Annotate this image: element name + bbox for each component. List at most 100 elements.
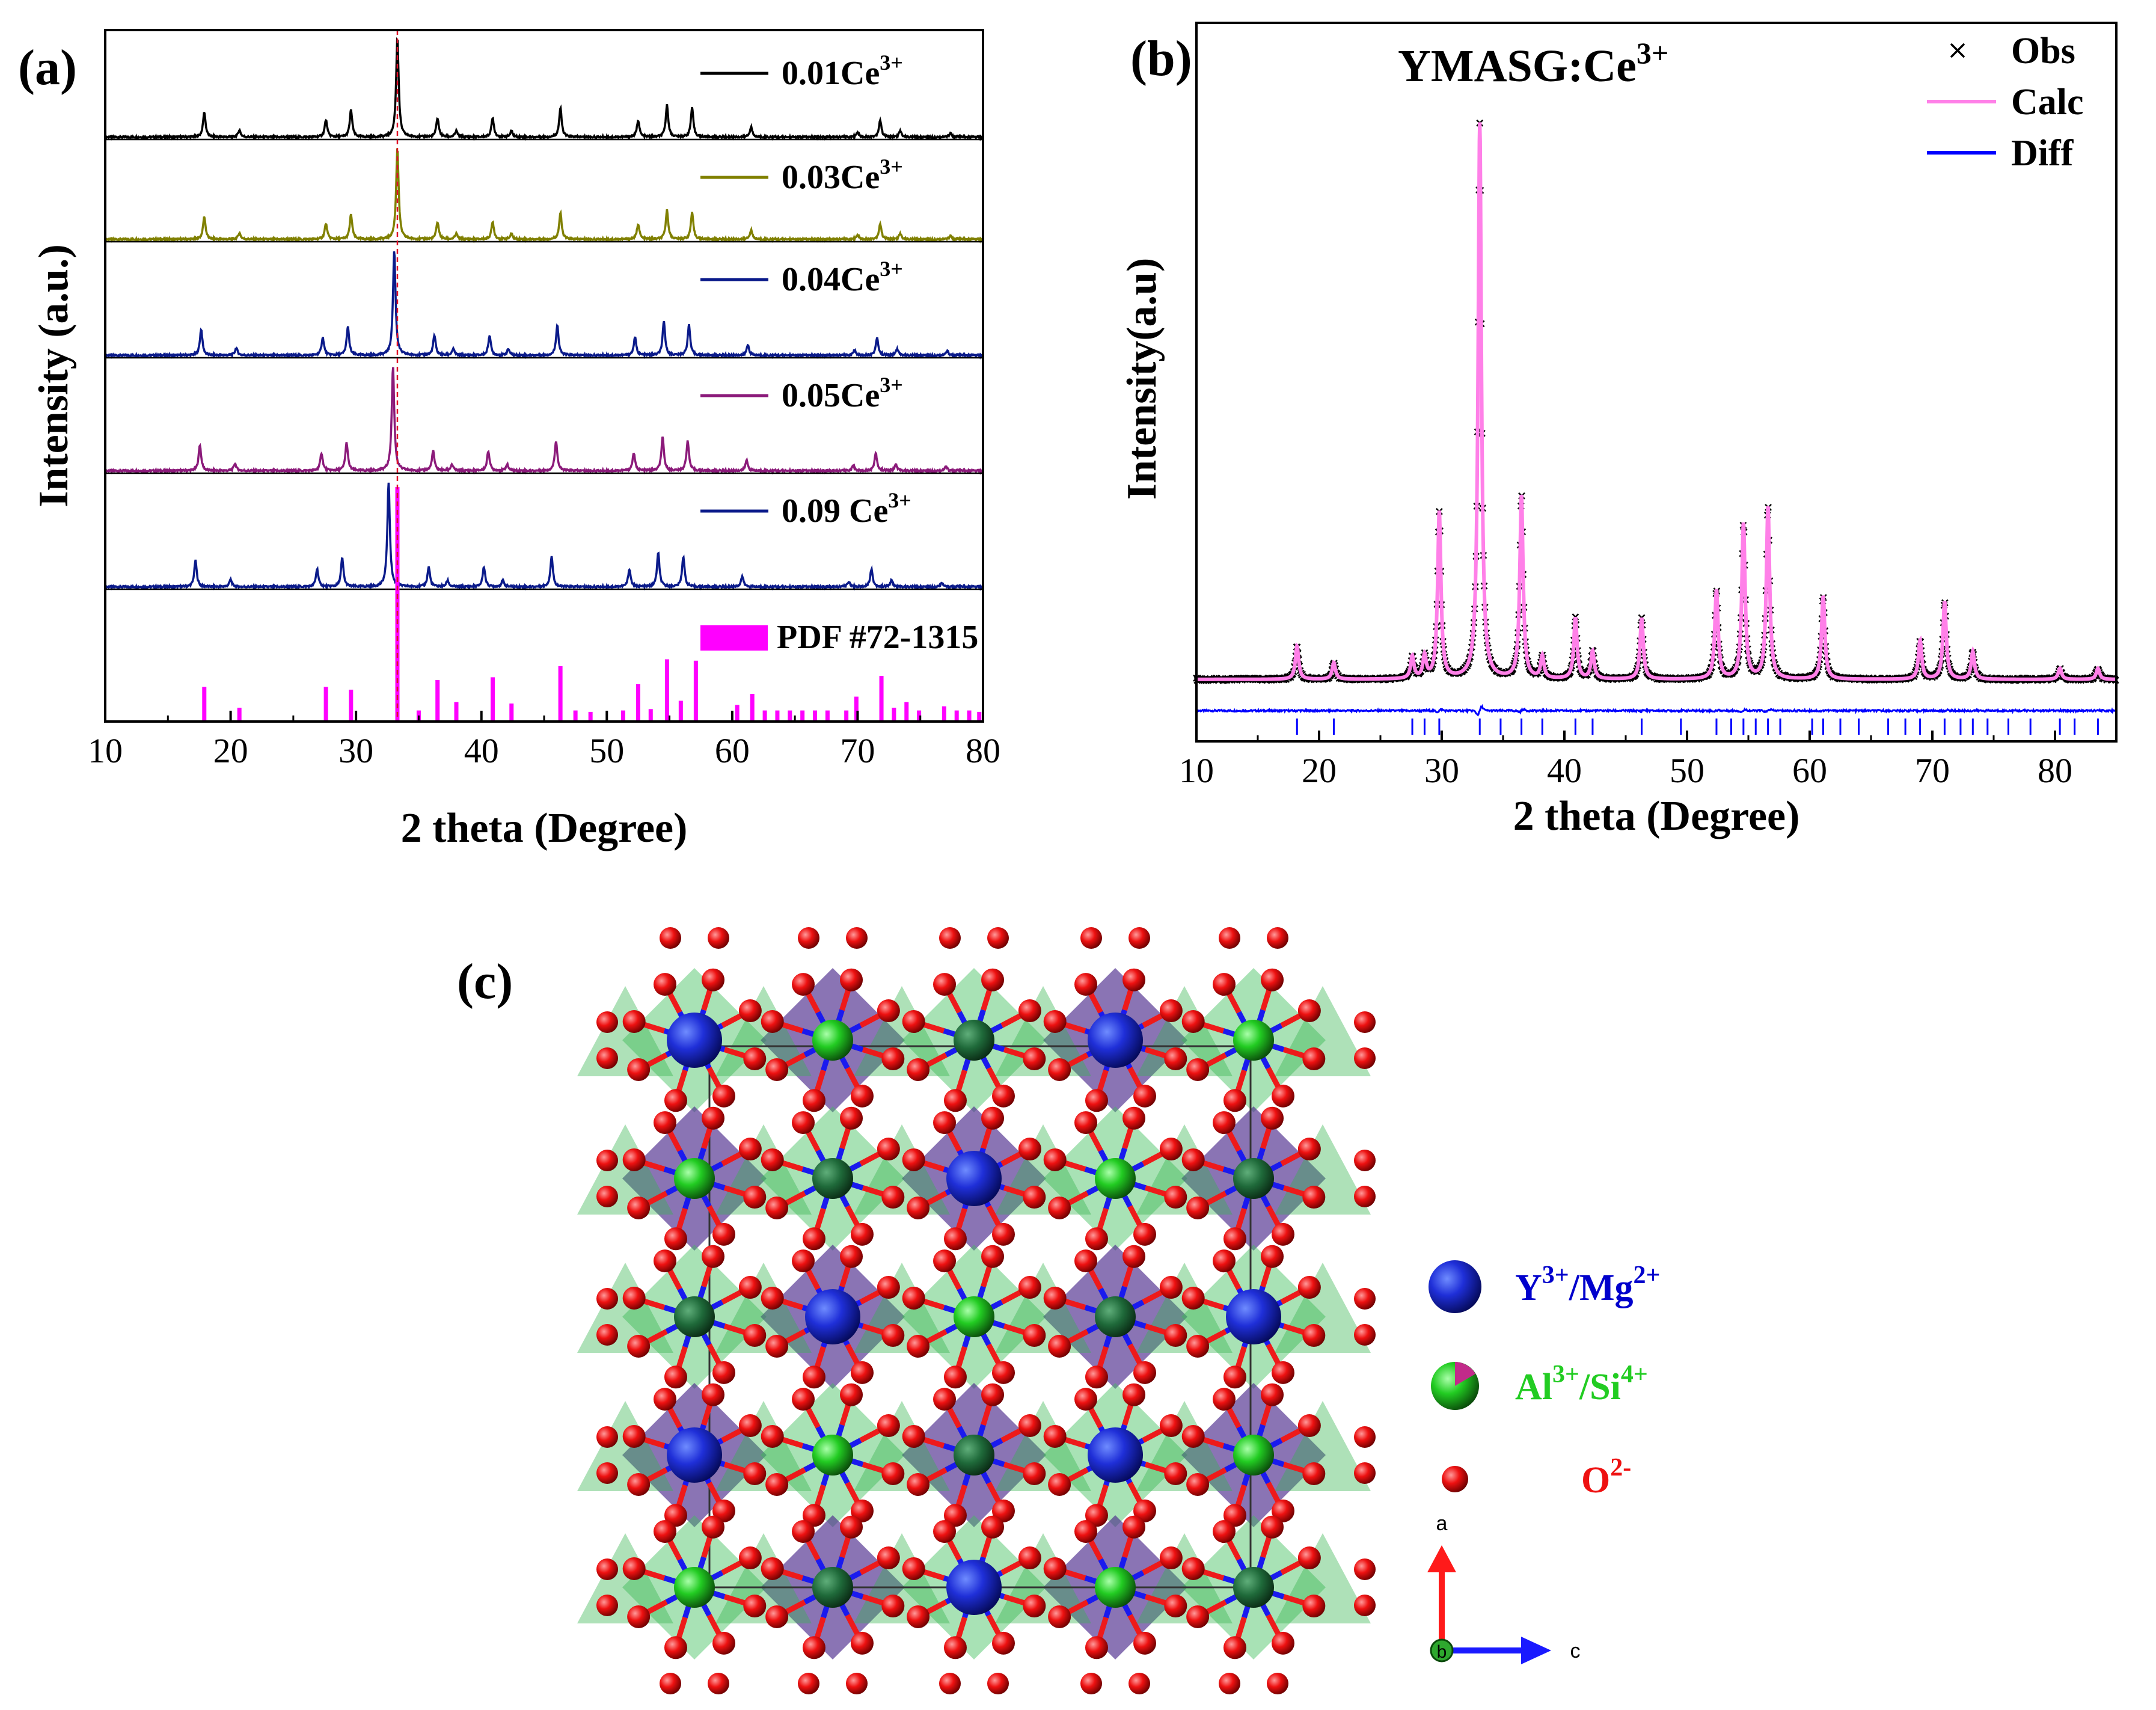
oxygen-atom-223 xyxy=(846,927,868,949)
oxygen-atom-141 xyxy=(933,1388,957,1411)
reference-stick-7 xyxy=(454,702,459,722)
oxygen-atom-47 xyxy=(738,1138,762,1161)
oxygen-atom-113 xyxy=(1271,1361,1294,1384)
oxygen-atom-206 xyxy=(596,1426,618,1448)
oxygen-atom-182 xyxy=(981,1515,1005,1539)
oxygen-atom-78 xyxy=(1261,1106,1284,1130)
reference-stick-10 xyxy=(558,666,563,722)
oxygen-atom-101 xyxy=(933,1249,957,1273)
oxygen-atom-93 xyxy=(792,1249,815,1273)
panel-a-label: (a) xyxy=(18,40,77,96)
panel-c: (c) Y3+/Mg2+ Al3+/Si4+ O2- a b c xyxy=(457,927,1660,1694)
oxygen-atom-194 xyxy=(1223,1636,1246,1659)
legend-label-2: O2- xyxy=(1581,1454,1631,1501)
oxygen-atom-179 xyxy=(907,1605,930,1628)
oxygen-atom-59 xyxy=(907,1196,930,1219)
oxygen-atom-132 xyxy=(761,1424,784,1448)
x-tick-label-2: 30 xyxy=(1424,751,1459,790)
oxygen-atom-9 xyxy=(850,1084,874,1108)
reference-stick-28 xyxy=(854,696,859,722)
reference-stick-2 xyxy=(323,687,328,722)
oxygen-atom-50 xyxy=(802,1227,825,1251)
oxygen-atom-191 xyxy=(1159,1546,1183,1570)
oxygen-atom-46 xyxy=(702,1106,725,1130)
reference-stick-35 xyxy=(967,710,972,722)
oxygen-atom-103 xyxy=(1018,1276,1041,1299)
reference-stick-16 xyxy=(664,659,669,722)
oxygen-atom-32 xyxy=(1302,1047,1326,1071)
oxygen-atom-125 xyxy=(654,1388,677,1411)
oxygen-atom-124 xyxy=(622,1424,646,1448)
oxygen-atom-117 xyxy=(1213,1249,1236,1273)
oxygen-atom-158 xyxy=(1261,1383,1284,1406)
oxygen-atom-97 xyxy=(991,1361,1015,1384)
reference-stick-30 xyxy=(892,708,896,722)
cation-atom-22 xyxy=(946,1560,1002,1615)
reference-stick-32 xyxy=(917,710,922,722)
oxygen-atom-33 xyxy=(1271,1084,1294,1108)
oxygen-atom-211 xyxy=(1354,1047,1376,1069)
oxygen-atom-41 xyxy=(712,1222,735,1246)
oxygen-atom-42 xyxy=(664,1227,687,1251)
oxygen-atom-239 xyxy=(1267,1673,1288,1694)
axis-a-arrow-head xyxy=(1427,1545,1456,1572)
oxygen-atom-82 xyxy=(664,1365,687,1389)
oxygen-atom-92 xyxy=(761,1286,784,1310)
oxygen-atom-8 xyxy=(881,1047,905,1071)
oxygen-atom-107 xyxy=(1048,1334,1071,1358)
series-line-2 xyxy=(104,251,984,360)
oxygen-atom-162 xyxy=(664,1636,687,1659)
oxygen-atom-115 xyxy=(1186,1334,1210,1358)
oxygen-atom-185 xyxy=(1133,1631,1156,1655)
oxygen-atom-136 xyxy=(1023,1462,1046,1486)
oxygen-atom-181 xyxy=(933,1520,957,1543)
oxygen-atom-67 xyxy=(1048,1196,1071,1219)
oxygen-atom-139 xyxy=(907,1472,930,1496)
oxygen-atom-121 xyxy=(712,1499,735,1522)
reference-stick-19 xyxy=(735,705,740,722)
cation-atom-4 xyxy=(1233,1020,1274,1061)
legend-atom-0 xyxy=(1429,1260,1481,1313)
oxygen-atom-69 xyxy=(1074,1111,1098,1135)
oxygen-atom-183 xyxy=(1018,1546,1041,1570)
legend-label-4: 0.09 Ce3+ xyxy=(782,488,911,530)
oxygen-atom-13 xyxy=(792,973,815,996)
cation-atom-24 xyxy=(1233,1567,1274,1608)
oxygen-atom-53 xyxy=(792,1111,815,1135)
oxygen-atom-170 xyxy=(802,1636,825,1659)
oxygen-atom-111 xyxy=(1159,1276,1183,1299)
cation-atom-0 xyxy=(667,1013,722,1068)
oxygen-atom-3 xyxy=(627,1058,651,1081)
reference-stick-17 xyxy=(678,700,683,722)
reference-stick-14 xyxy=(635,684,640,722)
panel-b-x-ticks: 10 20 30 40 50 60 70 80 xyxy=(1179,731,2118,790)
oxygen-atom-161 xyxy=(712,1631,735,1655)
oxygen-atom-102 xyxy=(981,1245,1005,1268)
oxygen-atom-218 xyxy=(1354,1558,1376,1580)
oxygen-atom-7 xyxy=(738,999,762,1023)
x-tick-label-0: 10 xyxy=(1179,751,1214,790)
oxygen-atom-123 xyxy=(627,1472,651,1496)
oxygen-atom-99 xyxy=(907,1334,930,1358)
oxygen-atom-156 xyxy=(1181,1424,1205,1448)
oxygen-atom-87 xyxy=(738,1276,762,1299)
oxygen-atom-174 xyxy=(840,1515,863,1539)
reference-stick-20 xyxy=(750,694,755,722)
oxygen-atom-15 xyxy=(877,999,900,1023)
legend-label-1: Al3+/Si4+ xyxy=(1515,1361,1648,1408)
oxygen-atom-199 xyxy=(1297,1546,1321,1570)
cation-atom-9 xyxy=(1233,1158,1274,1199)
oxygen-atom-112 xyxy=(1302,1324,1326,1347)
reference-stick-12 xyxy=(588,711,593,722)
oxygen-atom-188 xyxy=(1043,1557,1067,1580)
oxygen-atom-142 xyxy=(981,1383,1005,1406)
axis-a-label: a xyxy=(1436,1512,1448,1535)
oxygen-atom-90 xyxy=(802,1365,825,1389)
oxygen-atom-232 xyxy=(798,1673,819,1694)
oxygen-atom-85 xyxy=(654,1249,677,1273)
legend-marker-0 xyxy=(1950,43,1965,58)
crystal-axes-indicator: a b c xyxy=(1427,1512,1581,1664)
reference-stick-1 xyxy=(237,708,242,722)
oxygen-atom-221 xyxy=(708,927,729,949)
